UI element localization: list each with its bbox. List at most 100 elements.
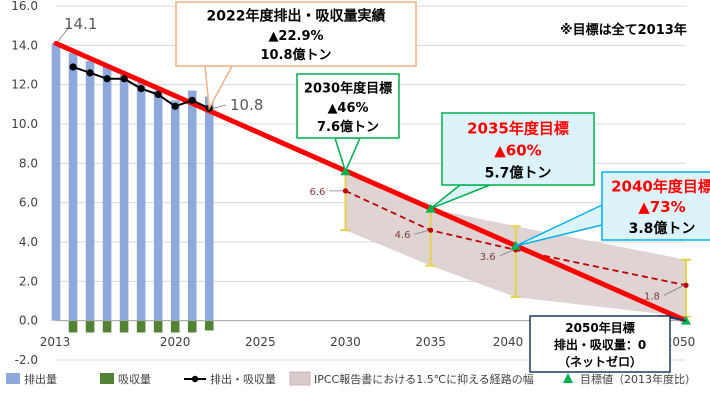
absorption-bar [204,320,214,331]
callout-text: ▲46% [327,101,368,116]
net-emission-point [120,75,128,83]
emission-bar [68,53,78,321]
emission-bar [204,96,214,321]
x-tick-label: 2040 [493,335,524,349]
callout-text: 3.8億トン [629,220,696,237]
ipcc-median-point [427,227,434,233]
y-tick-label: 6.0 [19,196,38,210]
ipcc-label-leader [499,249,514,257]
x-tick-label: 2020 [160,335,191,349]
emission-bar [119,74,129,321]
emission-bar [102,66,112,321]
callout-text: 10.8億トン [260,47,331,63]
callout-text: 2030年度目標 [304,80,392,96]
callout-text: （ネットゼロ） [558,354,642,369]
net-emission-point [137,85,145,93]
net-emission-point [86,69,94,77]
absorption-bar [102,320,112,333]
legend-label: 排出量 [24,372,57,386]
legend-swatch [563,373,573,383]
ipcc-label-leader [414,229,429,235]
point-label: 14.1 [64,15,97,33]
ipcc-median-label: 4.6 [395,230,411,241]
ipcc-median-point [683,282,689,288]
y-tick-label: 8.0 [19,156,38,170]
y-tick-label: 16.0 [11,0,38,13]
callout: 2022年度排出・吸収量実績 ▲22.9% 10.8億トン [175,1,417,111]
legend-label: IPCC報告書における1.5℃に抑える経路の幅 [314,372,534,386]
net-emission-point [103,75,111,83]
callout-text: 2050年目標 [565,320,634,335]
y-tick-label: 4.0 [19,235,38,249]
reduction-path-line [53,40,689,324]
legend-item: 排出・吸収量 [184,372,276,386]
emission-bar [153,90,163,321]
legend-swatch-marker [191,375,199,383]
legend-label: 排出・吸収量 [210,372,276,386]
absorption-bar [136,320,146,333]
legend-swatch [289,371,311,386]
legend-swatch [6,373,20,384]
emission-bar [51,43,61,321]
x-tick-label: 2050 [665,335,696,349]
emission-bar [187,90,197,321]
ipcc-median-label: 1.8 [644,291,660,302]
x-tick-label: 2035 [415,335,446,349]
ipcc-median-label: 6.6 [309,187,325,198]
callout-text: 2022年度排出・吸収量実績 [207,7,386,24]
ipcc-median-point [342,188,349,194]
point-label-leader [213,104,227,109]
net-emission-point [171,102,179,110]
emission-bar [85,61,95,321]
callout-text: ▲22.9% [268,29,323,44]
y-tick-label: 0.0 [19,314,38,328]
absorption-bar [153,320,163,333]
callout-pointer [430,184,491,210]
y-tick-label: -2.0 [15,353,38,367]
point-label-leader [57,25,71,42]
x-tick-label: 2030 [330,335,361,349]
callout-text: 排出・吸収量：0 [554,337,646,352]
y-tick-label: 14.0 [11,38,38,52]
legend-label: 吸収量 [118,373,151,386]
callout-text: 2040年度目標 [611,178,710,196]
absorption-bar [170,320,180,333]
callout-box [296,73,400,139]
point-label: 10.8 [230,96,263,114]
callout: 2030年度目標 ▲46% 7.6億トン [296,73,400,174]
callout-box [529,315,671,373]
callout-text: 2035年度目標 [467,120,569,138]
net-emission-point [69,63,77,71]
legend-item: IPCC報告書における1.5℃に抑える経路の幅 [289,371,534,386]
callout-text: 5.7億トン [485,164,552,181]
net-emission-point [154,90,162,99]
callout-text: ▲73% [638,198,685,216]
absorption-bar [119,320,129,333]
chart-note: ※目標は全て2013年 [560,22,687,38]
legend-swatch [100,373,114,384]
ipcc-label-leader [663,284,685,296]
callout-text: 7.6億トン [317,119,379,135]
x-tick-label: 2025 [245,335,276,349]
legend-item: 目標値（2013年度比） [563,372,696,386]
y-tick-label: 10.0 [11,117,38,131]
emission-bar [170,100,180,321]
callout-box [441,112,595,186]
callout: 2035年度目標 ▲60% 5.7億トン [430,112,595,210]
x-tick-label: 2013 [40,335,71,349]
callout-pointer [204,65,234,111]
callout-box [175,1,417,67]
legend-item: 排出量 [6,372,57,386]
legend-label: 目標値（2013年度比） [580,372,696,386]
absorption-bar [187,320,197,333]
legend-item: 吸収量 [100,373,151,386]
y-tick-label: 12.0 [11,78,38,92]
net-emission-point [188,96,196,104]
absorption-bar [68,320,78,333]
absorption-bar [85,320,95,333]
callout-box [601,171,710,241]
y-tick-label: 2.0 [19,274,38,288]
callout-text: ▲60% [494,142,541,160]
